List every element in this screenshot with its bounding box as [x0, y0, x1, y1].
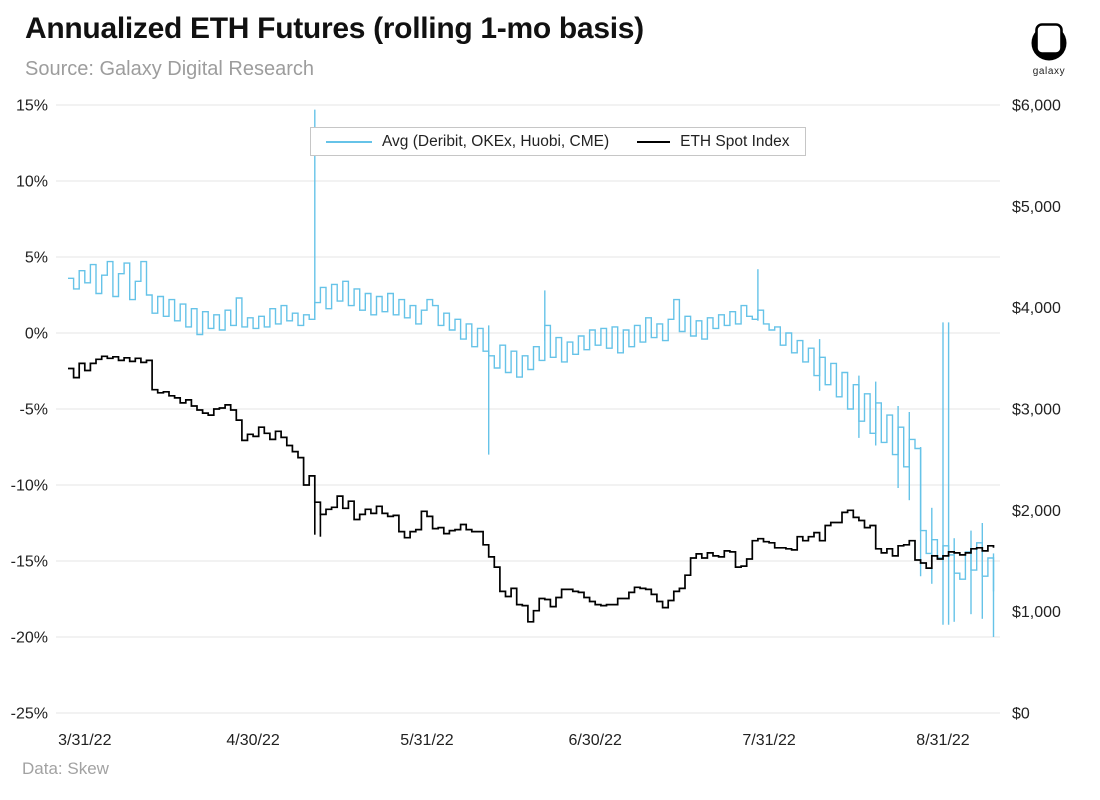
data-source-note: Data: Skew: [22, 759, 109, 778]
basis-series-swatch-icon: [326, 140, 372, 143]
galaxy-logo-text: galaxy: [1033, 66, 1066, 77]
page-subtitle: Source: Galaxy Digital Research: [25, 58, 315, 80]
x-axis-tick-label: 7/31/22: [742, 732, 795, 749]
galaxy-logo-icon: galaxy: [1031, 23, 1067, 77]
x-axis-tick-label: 8/31/22: [916, 732, 969, 749]
left-axis-tick-label: 15%: [16, 98, 48, 115]
left-axis-tick-label: -5%: [20, 402, 48, 419]
x-axis-tick-label: 6/30/22: [569, 732, 622, 749]
chart-legend: Avg (Deribit, OKEx, Huobi, CME) ETH Spot…: [310, 127, 806, 156]
left-axis-tick-label: -25%: [11, 706, 48, 723]
right-axis-tick-label: $5,000: [1012, 199, 1061, 216]
x-axis-tick-label: 4/30/22: [226, 732, 279, 749]
legend-label-spot: ETH Spot Index: [680, 132, 790, 150]
galaxy-logo: galaxy: [1014, 10, 1084, 87]
spot-series-swatch-icon: [637, 140, 671, 143]
spot-series-line: [68, 355, 995, 623]
left-axis-tick-label: -20%: [11, 630, 48, 647]
x-axis-tick-label: 3/31/22: [58, 732, 111, 749]
left-axis-tick-label: 5%: [25, 250, 48, 267]
right-axis-tick-label: $6,000: [1012, 98, 1061, 115]
right-axis-tick-label: $4,000: [1012, 300, 1061, 317]
legend-label-basis: Avg (Deribit, OKEx, Huobi, CME): [382, 132, 610, 150]
left-axis-tick-label: 0%: [25, 326, 48, 343]
page-title: Annualized ETH Futures (rolling 1-mo bas…: [25, 12, 644, 45]
right-axis-tick-label: $1,000: [1012, 604, 1061, 621]
right-axis-tick-label: $3,000: [1012, 402, 1061, 419]
left-axis-tick-label: -10%: [11, 478, 48, 495]
right-axis-tick-label: $2,000: [1012, 503, 1061, 520]
left-axis-tick-label: 10%: [16, 174, 48, 191]
x-axis-tick-label: 5/31/22: [400, 732, 453, 749]
right-axis-tick-label: $0: [1012, 706, 1030, 723]
basis-series-line: [68, 260, 995, 592]
left-axis-tick-label: -15%: [11, 554, 48, 571]
